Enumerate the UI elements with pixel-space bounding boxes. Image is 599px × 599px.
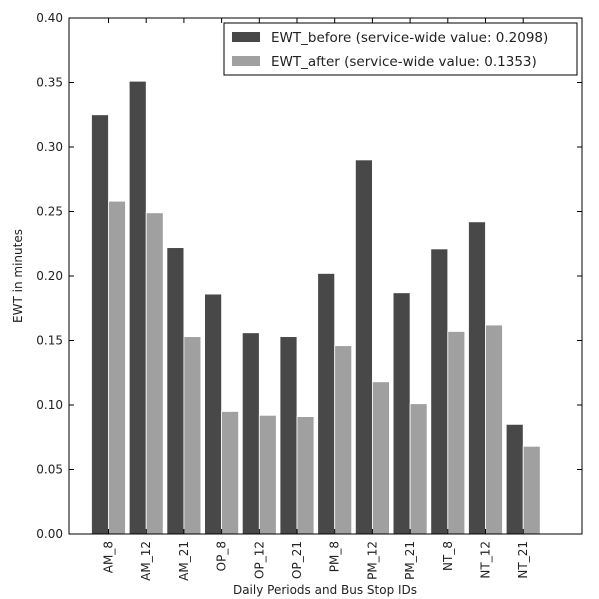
bar-after-AM_12	[145, 212, 164, 535]
bar-after-OP_8	[221, 411, 240, 535]
x-tick-label: NT_8	[441, 541, 455, 571]
x-tick-label: PM_21	[403, 541, 417, 580]
bar-after-PM_8	[334, 345, 353, 535]
bar-before-AM_12	[128, 80, 147, 535]
y-tick-label: 0.20	[36, 269, 63, 283]
y-tick-label: 0.40	[36, 11, 63, 25]
x-tick-label: OP_21	[290, 541, 304, 579]
x-tick-label: OP_8	[215, 541, 229, 571]
bar-before-AM_8	[91, 114, 109, 535]
bar-after-OP_12	[258, 414, 277, 535]
y-tick-label: 0.15	[36, 334, 63, 348]
legend-box	[223, 22, 578, 76]
bar-after-AM_21	[183, 336, 202, 535]
bar-after-NT_12	[485, 324, 503, 535]
x-tick-label: AM_12	[139, 541, 153, 581]
bar-after-PM_12	[371, 381, 390, 535]
x-tick-label: AM_8	[102, 541, 116, 573]
bar-before-NT_12	[468, 221, 486, 535]
y-axis: 0.00 0.05 0.10 0.15 0.20 0.25 0.30 0.35 0.40	[36, 11, 582, 541]
bar-before-NT_8	[430, 248, 449, 535]
bar-before-NT_21	[505, 423, 524, 535]
bar-before-PM_12	[354, 159, 373, 535]
y-tick-label: 0.35	[36, 76, 63, 90]
x-tick-label: NT_12	[479, 541, 493, 579]
bar-before-AM_21	[166, 247, 185, 535]
legend-swatch-after	[232, 56, 260, 66]
legend-label-after: EWT_after (service-wide value: 0.1353)	[271, 54, 537, 70]
bar-after-OP_21	[296, 416, 315, 535]
x-tick-label: NT_21	[516, 541, 530, 579]
bar-before-PM_21	[392, 292, 411, 535]
x-tick-label: AM_21	[177, 541, 191, 581]
bar-after-NT_21	[522, 445, 541, 535]
bars-layer	[91, 80, 541, 535]
legend: EWT_before (service-wide value: 0.2098) …	[223, 22, 578, 76]
y-tick-label: 0.05	[36, 463, 63, 477]
bar-after-NT_8	[447, 331, 466, 535]
x-axis: AM_8 AM_12 AM_21 OP_8 OP_12 OP_21 PM_8 PM_12 PM_…	[102, 18, 530, 581]
y-tick-label: 0.00	[36, 527, 63, 541]
bar-before-PM_8	[317, 273, 336, 535]
bar-before-OP_8	[204, 293, 223, 535]
bar-before-OP_12	[241, 332, 260, 535]
y-tick-label: 0.10	[36, 398, 63, 412]
legend-swatch-before	[232, 32, 260, 42]
bar-after-AM_8	[108, 200, 126, 535]
bar-after-PM_21	[409, 403, 428, 535]
y-axis-label: EWT in minutes	[11, 229, 25, 323]
x-tick-label: PM_8	[328, 541, 342, 572]
x-tick-label: OP_12	[252, 541, 266, 579]
legend-label-before: EWT_before (service-wide value: 0.2098)	[271, 30, 548, 46]
bar-before-OP_21	[279, 336, 298, 535]
y-tick-label: 0.25	[36, 205, 63, 219]
x-tick-label: PM_12	[365, 541, 379, 580]
y-tick-label: 0.30	[36, 140, 63, 154]
x-axis-label: Daily Periods and Bus Stop IDs	[233, 583, 417, 597]
